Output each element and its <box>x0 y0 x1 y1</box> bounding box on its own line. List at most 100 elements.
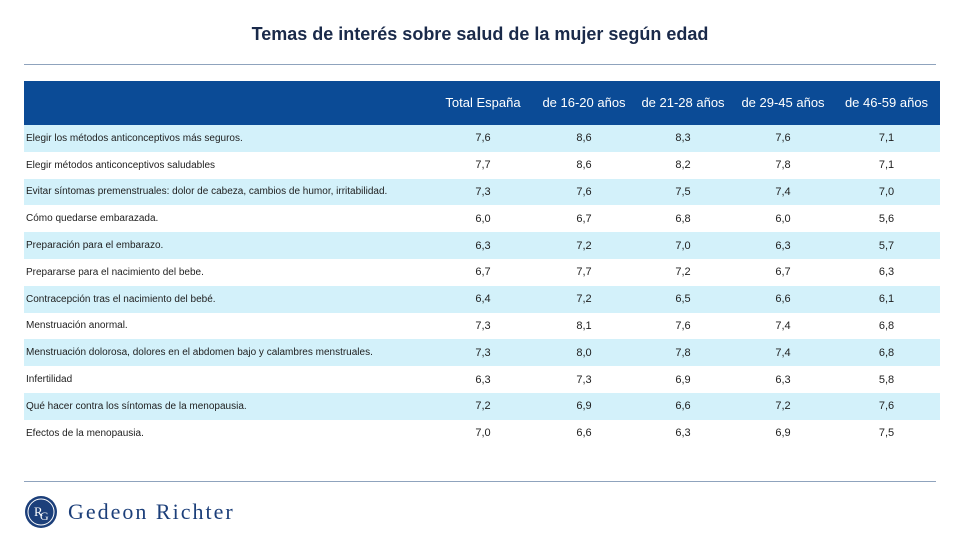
table-row: Evitar síntomas premenstruales: dolor de… <box>24 178 940 206</box>
value-cell: 7,4 <box>733 178 833 206</box>
value-cell: 6,9 <box>633 366 733 393</box>
table-row: Prepararse para el nacimiento del bebe. 6… <box>24 258 940 286</box>
value-cell: 7,6 <box>633 312 733 340</box>
value-cell: 7,1 <box>833 151 940 179</box>
svg-text:G: G <box>40 509 49 523</box>
value-cell: 7,8 <box>633 339 733 367</box>
row-label: Qué hacer contra los síntomas de la meno… <box>24 392 431 420</box>
value-cell: 6,6 <box>733 285 833 313</box>
value-cell: 7,4 <box>733 312 833 340</box>
value-cell: 8,0 <box>535 339 633 367</box>
value-cell: 7,5 <box>633 178 733 206</box>
page-title: Temas de interés sobre salud de la mujer… <box>251 24 709 44</box>
table-row: Efectos de la menopausia. 7,0 6,6 6,3 6,9 7,5 <box>24 419 940 447</box>
value-cell: 6,7 <box>733 258 833 286</box>
table-row: Infertilidad 6,3 7,3 6,9 6,3 5,8 <box>24 366 940 393</box>
value-cell: 8,6 <box>535 125 633 152</box>
value-cell: 7,2 <box>733 392 833 420</box>
value-cell: 7,0 <box>431 419 535 447</box>
row-label: Contracepción tras el nacimiento del beb… <box>24 285 431 313</box>
row-label: Prepararse para el nacimiento del bebe. <box>24 258 431 286</box>
row-label: Infertilidad <box>24 366 431 393</box>
value-cell: 7,7 <box>431 151 535 179</box>
table-header-row: Total España de 16-20 años de 21-28 años… <box>24 81 940 125</box>
value-cell: 8,6 <box>535 151 633 179</box>
value-cell: 6,5 <box>633 285 733 313</box>
table-row: Contracepción tras el nacimiento del beb… <box>24 285 940 313</box>
value-cell: 6,8 <box>833 312 940 340</box>
value-cell: 8,3 <box>633 125 733 152</box>
row-label: Preparación para el embarazo. <box>24 232 431 259</box>
value-cell: 7,2 <box>633 258 733 286</box>
column-header: de 29-45 años <box>733 81 833 125</box>
value-cell: 6,1 <box>833 285 940 313</box>
value-cell: 6,0 <box>431 205 535 233</box>
value-cell: 7,6 <box>431 125 535 152</box>
row-label: Menstruación dolorosa, dolores en el abd… <box>24 339 431 367</box>
column-header: de 16-20 años <box>535 81 633 125</box>
svg-text:R: R <box>34 504 43 519</box>
value-cell: 7,7 <box>535 258 633 286</box>
value-cell: 7,3 <box>535 366 633 393</box>
value-cell: 6,6 <box>633 392 733 420</box>
value-cell: 6,9 <box>535 392 633 420</box>
value-cell: 7,1 <box>833 125 940 152</box>
column-header: de 46-59 años <box>833 81 940 125</box>
value-cell: 7,2 <box>535 232 633 259</box>
value-cell: 7,8 <box>733 151 833 179</box>
logo-wordmark: Gedeon Richter <box>68 499 235 524</box>
value-cell: 7,6 <box>833 392 940 420</box>
top-divider <box>24 64 936 65</box>
header-blank-cell <box>24 81 431 125</box>
gedeon-richter-emblem-icon: R G <box>25 496 57 528</box>
row-label: Elegir los métodos anticonceptivos más s… <box>24 125 431 152</box>
value-cell: 8,1 <box>535 312 633 340</box>
value-cell: 6,6 <box>535 419 633 447</box>
value-cell: 6,9 <box>733 419 833 447</box>
table-row: Cómo quedarse embarazada. 6,0 6,7 6,8 6,0 5,6 <box>24 205 940 233</box>
table-row: Elegir métodos anticonceptivos saludable… <box>24 151 940 179</box>
table-row: Preparación para el embarazo. 6,3 7,2 7,0 6,… <box>24 232 940 259</box>
value-cell: 6,3 <box>633 419 733 447</box>
value-cell: 7,6 <box>535 178 633 206</box>
bottom-divider <box>24 481 936 482</box>
value-cell: 6,3 <box>833 258 940 286</box>
value-cell: 7,3 <box>431 312 535 340</box>
table-row: Elegir los métodos anticonceptivos más s… <box>24 125 940 152</box>
value-cell: 7,0 <box>633 232 733 259</box>
value-cell: 6,4 <box>431 285 535 313</box>
value-cell: 6,3 <box>733 232 833 259</box>
value-cell: 6,8 <box>833 339 940 367</box>
value-cell: 6,3 <box>733 366 833 393</box>
value-cell: 6,0 <box>733 205 833 233</box>
company-logo: R G Gedeon Richter <box>24 494 235 530</box>
value-cell: 7,5 <box>833 419 940 447</box>
row-label: Elegir métodos anticonceptivos saludable… <box>24 151 431 179</box>
table-row: Qué hacer contra los síntomas de la meno… <box>24 392 940 420</box>
value-cell: 6,7 <box>431 258 535 286</box>
value-cell: 5,7 <box>833 232 940 259</box>
value-cell: 5,8 <box>833 366 940 393</box>
value-cell: 7,0 <box>833 178 940 206</box>
value-cell: 7,3 <box>431 178 535 206</box>
table-row: Menstruación anormal. 7,3 8,1 7,6 7,4 6,8 <box>24 312 940 340</box>
row-label: Evitar síntomas premenstruales: dolor de… <box>24 178 431 206</box>
value-cell: 6,3 <box>431 366 535 393</box>
table-row: Menstruación dolorosa, dolores en el abd… <box>24 339 940 367</box>
column-header: Total España <box>431 81 535 125</box>
value-cell: 5,6 <box>833 205 940 233</box>
table-body: Elegir los métodos anticonceptivos más s… <box>24 125 940 447</box>
value-cell: 7,2 <box>535 285 633 313</box>
value-cell: 6,3 <box>431 232 535 259</box>
value-cell: 7,3 <box>431 339 535 367</box>
value-cell: 7,4 <box>733 339 833 367</box>
data-table: Total España de 16-20 años de 21-28 años… <box>24 81 940 447</box>
value-cell: 7,2 <box>431 392 535 420</box>
row-label: Efectos de la menopausia. <box>24 419 431 447</box>
column-header: de 21-28 años <box>633 81 733 125</box>
value-cell: 8,2 <box>633 151 733 179</box>
value-cell: 6,7 <box>535 205 633 233</box>
value-cell: 6,8 <box>633 205 733 233</box>
row-label: Menstruación anormal. <box>24 312 431 340</box>
row-label: Cómo quedarse embarazada. <box>24 205 431 233</box>
